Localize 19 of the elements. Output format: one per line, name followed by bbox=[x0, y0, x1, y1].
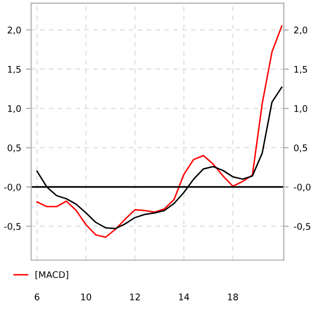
line-series bbox=[36, 25, 282, 238]
y-tick-label: -0,0 bbox=[4, 184, 21, 192]
y2-tick-label: 1,5 bbox=[294, 66, 308, 74]
y2-tick-label: -0,0 bbox=[294, 184, 310, 192]
y2-tick-label: 1,0 bbox=[294, 105, 308, 113]
y2-tick-label: -0,5 bbox=[294, 222, 310, 231]
x-tick-label: 10 bbox=[81, 294, 92, 300]
x-tick-label: 14 bbox=[179, 294, 190, 300]
y-tick-label: -0,5 bbox=[4, 222, 21, 231]
x-tick-label: 6 bbox=[34, 294, 40, 300]
x-tick-label: 18 bbox=[228, 294, 238, 300]
legend-label: [MACD] bbox=[36, 271, 68, 280]
x-tick-label: 12 bbox=[130, 294, 140, 300]
y-tick-label: 1,0 bbox=[8, 105, 21, 113]
y-tick-label: 0,5 bbox=[8, 144, 21, 152]
y-tick-label: 1,5 bbox=[8, 66, 21, 74]
y2-tick-label: 2,0 bbox=[294, 26, 308, 34]
y-tick-label: 2,0 bbox=[8, 26, 21, 34]
y2-tick-label: 0,5 bbox=[294, 144, 308, 152]
